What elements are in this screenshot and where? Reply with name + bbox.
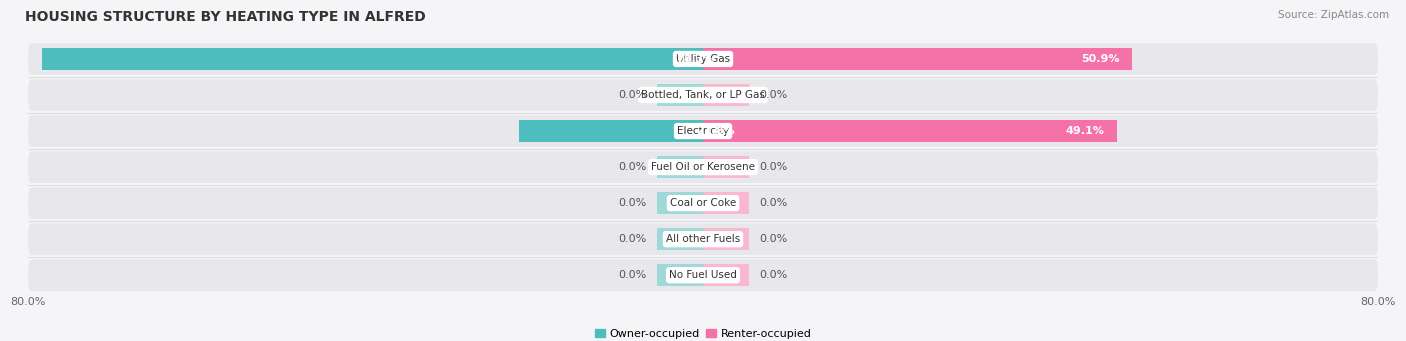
Bar: [703, 48, 1132, 70]
Text: 21.8%: 21.8%: [696, 126, 734, 136]
Bar: [657, 84, 703, 106]
Bar: [657, 156, 703, 178]
Text: 78.3%: 78.3%: [676, 54, 716, 64]
Bar: [703, 120, 1118, 142]
Text: Utility Gas: Utility Gas: [676, 54, 730, 64]
Text: 0.0%: 0.0%: [619, 270, 647, 280]
Text: Source: ZipAtlas.com: Source: ZipAtlas.com: [1278, 10, 1389, 20]
Bar: [519, 120, 703, 142]
Text: 0.0%: 0.0%: [759, 234, 787, 244]
Text: 0.0%: 0.0%: [759, 90, 787, 100]
Bar: [657, 264, 703, 286]
Text: 0.0%: 0.0%: [619, 198, 647, 208]
Text: 0.0%: 0.0%: [759, 270, 787, 280]
Text: Bottled, Tank, or LP Gas: Bottled, Tank, or LP Gas: [641, 90, 765, 100]
FancyBboxPatch shape: [28, 43, 1378, 75]
Text: All other Fuels: All other Fuels: [666, 234, 740, 244]
Legend: Owner-occupied, Renter-occupied: Owner-occupied, Renter-occupied: [591, 324, 815, 341]
Bar: [657, 192, 703, 214]
Text: Coal or Coke: Coal or Coke: [669, 198, 737, 208]
Text: 0.0%: 0.0%: [619, 90, 647, 100]
Text: 0.0%: 0.0%: [759, 198, 787, 208]
FancyBboxPatch shape: [28, 260, 1378, 291]
FancyBboxPatch shape: [28, 79, 1378, 111]
Bar: [42, 48, 703, 70]
Text: 0.0%: 0.0%: [619, 234, 647, 244]
Text: HOUSING STRUCTURE BY HEATING TYPE IN ALFRED: HOUSING STRUCTURE BY HEATING TYPE IN ALF…: [25, 10, 426, 24]
Text: 50.9%: 50.9%: [1081, 54, 1119, 64]
Bar: [703, 156, 749, 178]
Text: 0.0%: 0.0%: [759, 162, 787, 172]
FancyBboxPatch shape: [28, 223, 1378, 255]
Text: 49.1%: 49.1%: [1066, 126, 1105, 136]
Bar: [657, 228, 703, 250]
FancyBboxPatch shape: [28, 115, 1378, 147]
FancyBboxPatch shape: [28, 187, 1378, 219]
Bar: [703, 84, 749, 106]
Text: Fuel Oil or Kerosene: Fuel Oil or Kerosene: [651, 162, 755, 172]
Bar: [703, 228, 749, 250]
Bar: [703, 264, 749, 286]
Bar: [703, 192, 749, 214]
Text: Electricity: Electricity: [676, 126, 730, 136]
Text: No Fuel Used: No Fuel Used: [669, 270, 737, 280]
Text: 0.0%: 0.0%: [619, 162, 647, 172]
FancyBboxPatch shape: [28, 151, 1378, 183]
